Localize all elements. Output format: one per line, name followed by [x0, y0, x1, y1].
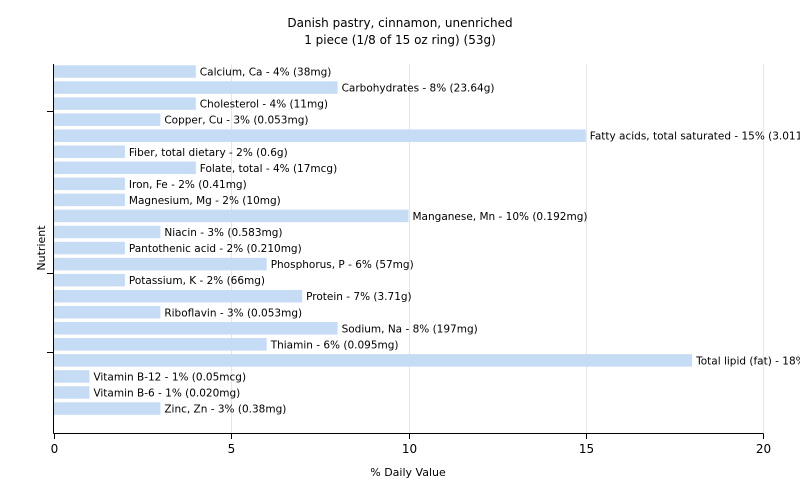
bar-7: [54, 177, 125, 191]
x-axis-ticks: 0 5 10 15 20: [51, 433, 771, 456]
bar-13: [54, 273, 125, 287]
bar-label-14: Protein - 7% (3.71g): [306, 291, 412, 303]
bar-11: [54, 241, 125, 255]
bar-4: [54, 129, 586, 142]
bar-label-8: Magnesium, Mg - 2% (10mg): [129, 195, 281, 207]
bar-1: [54, 81, 338, 94]
bar-10: [54, 225, 161, 239]
bar-labels: Calcium, Ca - 4% (38mg) Carbohydrates - 8…: [93, 67, 800, 416]
bar-20: [54, 386, 90, 399]
bar-18: [54, 354, 693, 367]
x-tick-label-10: 10: [402, 442, 417, 456]
bar-2: [54, 97, 196, 110]
bar-16: [54, 322, 338, 335]
bar-label-16: Sodium, Na - 8% (197mg): [342, 323, 478, 335]
bar-label-21: Zinc, Zn - 3% (0.38mg): [164, 404, 286, 416]
bar-label-13: Potassium, K - 2% (66mg): [129, 275, 265, 287]
bar-label-20: Vitamin B-6 - 1% (0.020mg): [93, 388, 240, 400]
bar-label-19: Vitamin B-12 - 1% (0.05mcg): [93, 371, 246, 383]
bar-label-10: Niacin - 3% (0.583mg): [164, 227, 282, 239]
bar-label-7: Iron, Fe - 2% (0.41mg): [129, 179, 247, 191]
bar-label-4: Fatty acids, total saturated - 15% (3.01…: [590, 131, 800, 143]
bar-14: [54, 289, 303, 303]
bars: [54, 65, 693, 415]
bar-17: [54, 338, 267, 351]
y-axis-label: Nutrient: [35, 225, 48, 271]
bar-label-6: Folate, total - 4% (17mcg): [200, 163, 337, 175]
bar-8: [54, 193, 125, 207]
bar-label-3: Copper, Cu - 3% (0.053mg): [164, 115, 308, 127]
x-tick-label-5: 5: [228, 442, 236, 456]
x-tick-label-0: 0: [51, 442, 59, 456]
bar-21: [54, 402, 161, 415]
bar-label-15: Riboflavin - 3% (0.053mg): [164, 307, 302, 319]
bar-label-9: Manganese, Mn - 10% (0.192mg): [413, 211, 588, 223]
bar-15: [54, 306, 161, 319]
bar-label-12: Phosphorus, P - 6% (57mg): [271, 259, 414, 271]
bar-3: [54, 113, 161, 126]
bar-label-0: Calcium, Ca - 4% (38mg): [200, 67, 332, 79]
bar-label-18: Total lipid (fat) - 18% (11.87g): [695, 355, 800, 367]
grid-lines: [231, 64, 764, 433]
chart-subtitle: 1 piece (1/8 of 15 oz ring) (53g): [304, 33, 496, 47]
bar-label-1: Carbohydrates - 8% (23.64g): [342, 83, 495, 95]
x-tick-label-20: 20: [756, 442, 771, 456]
bar-label-11: Pantothenic acid - 2% (0.210mg): [129, 243, 302, 255]
bar-6: [54, 161, 196, 175]
bar-19: [54, 370, 90, 383]
bar-label-2: Cholesterol - 4% (11mg): [200, 99, 328, 111]
bar-0: [54, 65, 196, 78]
bar-5: [54, 145, 125, 158]
x-axis-label: % Daily Value: [370, 466, 446, 479]
chart-title: Danish pastry, cinnamon, unenriched: [287, 16, 512, 30]
x-tick-label-15: 15: [579, 442, 594, 456]
bar-label-17: Thiamin - 6% (0.095mg): [270, 339, 399, 351]
bar-9: [54, 209, 409, 223]
bar-12: [54, 257, 267, 271]
bar-label-5: Fiber, total dietary - 2% (0.6g): [129, 147, 288, 159]
axes: [47, 64, 764, 434]
